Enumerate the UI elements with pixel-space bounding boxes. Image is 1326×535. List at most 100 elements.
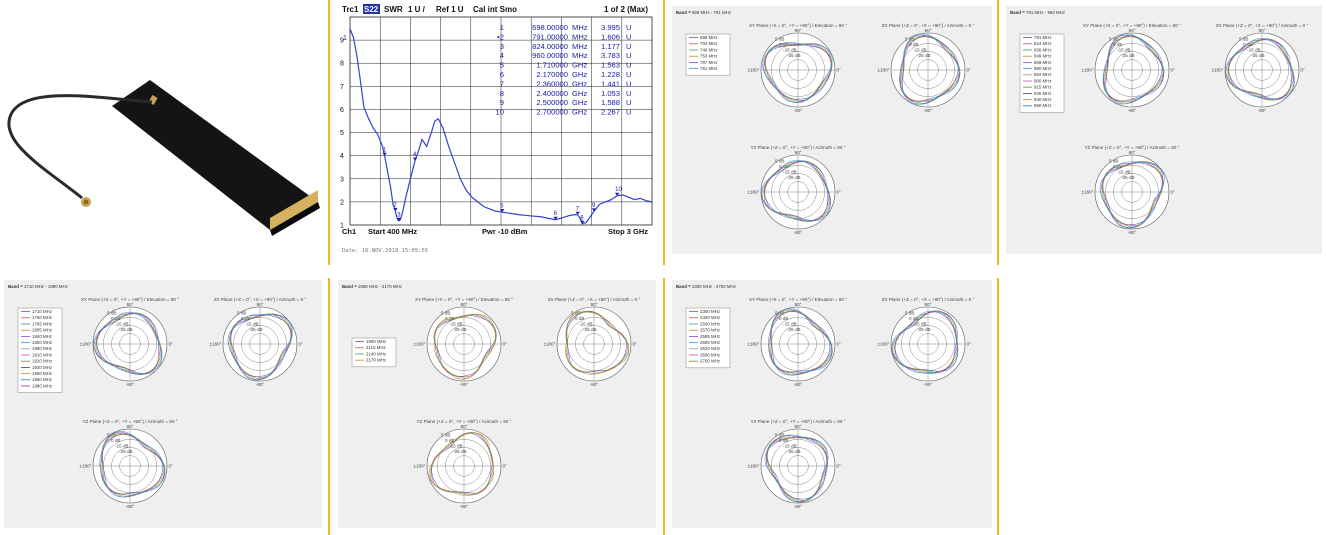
legend-entry: 2585 MHz	[700, 334, 720, 339]
legend-entry: 880 MHz	[1034, 66, 1052, 71]
angle-label-bottom: -90°	[794, 108, 803, 113]
legend-entry: 1990 MHz	[366, 339, 386, 344]
pattern-trace	[764, 434, 829, 502]
angle-label-top: 90°	[127, 424, 134, 429]
angle-label-left: ±180°	[747, 342, 759, 347]
ring-label: 5 dB	[775, 158, 784, 163]
ring-label: -15 dB	[913, 322, 927, 327]
ring-label: 0 dB	[779, 42, 788, 47]
polar-plane-title: XY Plane (+X = 0°, +Y = +90°) / Elevatio…	[749, 23, 847, 28]
legend-entry: 1805 MHz	[32, 328, 52, 333]
legend-entry: 2400 MHz	[700, 315, 720, 320]
marker-id: 4	[500, 51, 504, 60]
legend-entry: 940 MHz	[1034, 97, 1052, 102]
angle-label-top: 90°	[1129, 150, 1136, 155]
ring-label: -25 dB	[917, 327, 931, 332]
marker-value: 3.995	[601, 23, 620, 32]
divider-5	[663, 278, 665, 535]
polar-plot: YZ Plane (+Z = 0°, +Y = +90°) / Azimuth …	[1081, 145, 1179, 235]
marker-id: 8	[500, 89, 504, 98]
ring-label: 0 dB	[909, 316, 918, 321]
pattern-trace	[766, 435, 828, 503]
marker-id: •2	[497, 32, 504, 41]
legend-entry: 1950 MHz	[32, 371, 52, 376]
ring-label: -15 dB	[913, 48, 927, 53]
polar-plane-title: YZ Plane (+Z = 0°, +Y = +90°) / Azimuth …	[82, 419, 177, 424]
ring-label: -15 dB	[449, 322, 463, 327]
angle-label-left: ±180°	[1211, 68, 1223, 73]
ring-label: -25 dB	[1121, 175, 1135, 180]
marker-unit: MHz	[572, 23, 588, 32]
marker-label: 3	[397, 212, 401, 218]
angle-label-bottom: -90°	[256, 382, 265, 387]
marker-value: 1.563	[601, 61, 620, 70]
ring-label: 5 dB	[441, 432, 450, 437]
polar-plane-title: YZ Plane (+Z = 0°, +Y = +90°) / Azimuth …	[416, 419, 511, 424]
pattern-trace	[1225, 39, 1295, 100]
marker-label: 4	[413, 152, 417, 158]
marker-freq: 2.700000	[536, 108, 568, 117]
marker-freq: 698.00000	[532, 23, 568, 32]
ring-label: 5 dB	[905, 36, 914, 41]
y-tick-label: 7	[340, 84, 344, 91]
angle-label-top: 90°	[1259, 28, 1266, 33]
polar-plane-title: XY Plane (+X = 0°, +Y = +90°) / Elevatio…	[1083, 23, 1181, 28]
marker-id: 3	[500, 42, 504, 51]
ring-label: -15 dB	[245, 322, 259, 327]
ring-label: 5 dB	[107, 310, 116, 315]
vna-ref-label: 1	[343, 35, 347, 42]
legend-entry: 2700 MHz	[700, 359, 720, 364]
polar-plot: YZ Plane (+Z = 0°, +Y = +90°) / Azimuth …	[413, 419, 511, 509]
pattern-trace	[565, 311, 628, 373]
angle-label-right: 0°	[967, 68, 972, 73]
polar-plot: XY Plane (+X = 0°, +Y = +90°) / Elevatio…	[413, 297, 513, 387]
legend-entry: 1910 MHz	[32, 352, 52, 357]
marker-unit: GHz	[572, 108, 587, 117]
polar-plane-title: ZX Plane (+Z = 0°, +X = +90°) / Azimuth …	[214, 297, 307, 302]
pattern-trace	[1102, 34, 1164, 105]
antenna-photo	[0, 40, 320, 240]
marker-unit: GHz	[572, 98, 587, 107]
marker-unit: GHz	[572, 70, 587, 79]
legend-entry: 2140 MHz	[366, 351, 386, 356]
legend-entry: 791 MHz	[700, 66, 718, 71]
marker-point	[575, 211, 580, 215]
ring-label: 0 dB	[445, 438, 454, 443]
marker-freq: 2.400000	[536, 89, 568, 98]
divider-1	[328, 0, 330, 265]
angle-label-bottom: -90°	[126, 382, 135, 387]
angle-label-top: 90°	[257, 302, 264, 307]
legend-entry: 2110 MHz	[366, 345, 386, 350]
angle-label-top: 90°	[591, 302, 598, 307]
ring-label: -25 dB	[119, 449, 133, 454]
angle-label-left: ±180°	[209, 342, 221, 347]
ring-label: -15 dB	[783, 48, 797, 53]
ring-label: -25 dB	[787, 53, 801, 58]
angle-label-right: 0°	[633, 342, 638, 347]
ring-label: -15 dB	[1247, 48, 1261, 53]
polar-plane-title: ZX Plane (+Z = 0°, +X = +90°) / Azimuth …	[548, 297, 641, 302]
polar-panel-2300-2700: Band = 2300 MHz - 2700 MHz 2300 MHz 2400 M…	[672, 280, 992, 528]
ring-label: -15 dB	[579, 322, 593, 327]
legend-entry: 1785 MHz	[32, 321, 52, 326]
angle-label-right: 0°	[1301, 68, 1306, 73]
legend-entry: 746 MHz	[700, 47, 718, 52]
polar-plot: YZ Plane (+Z = 0°, +Y = +90°) / Azimuth …	[747, 419, 845, 509]
angle-label-right: 0°	[837, 190, 842, 195]
angle-label-bottom: -90°	[1128, 230, 1137, 235]
marker-id: 10	[496, 108, 504, 117]
vna-panel: Trc1 S22 SWR 1 U / Ref 1 U Cal int Smo 1…	[336, 2, 658, 264]
vna-start: Start 400 MHz	[368, 227, 417, 236]
legend-entry: 2620 MHz	[700, 346, 720, 351]
marker-label: 10	[615, 187, 622, 193]
ring-label: 5 dB	[237, 310, 246, 315]
legend-entry: 2690 MHz	[700, 352, 720, 357]
marker-id: 9	[500, 98, 504, 107]
marker-label: 6	[554, 211, 558, 217]
polar-plot: ZX Plane (+Z = 0°, +X = +90°) / Azimuth …	[543, 297, 640, 387]
ring-label: -15 dB	[115, 444, 129, 449]
marker-vunit: U	[626, 79, 631, 88]
